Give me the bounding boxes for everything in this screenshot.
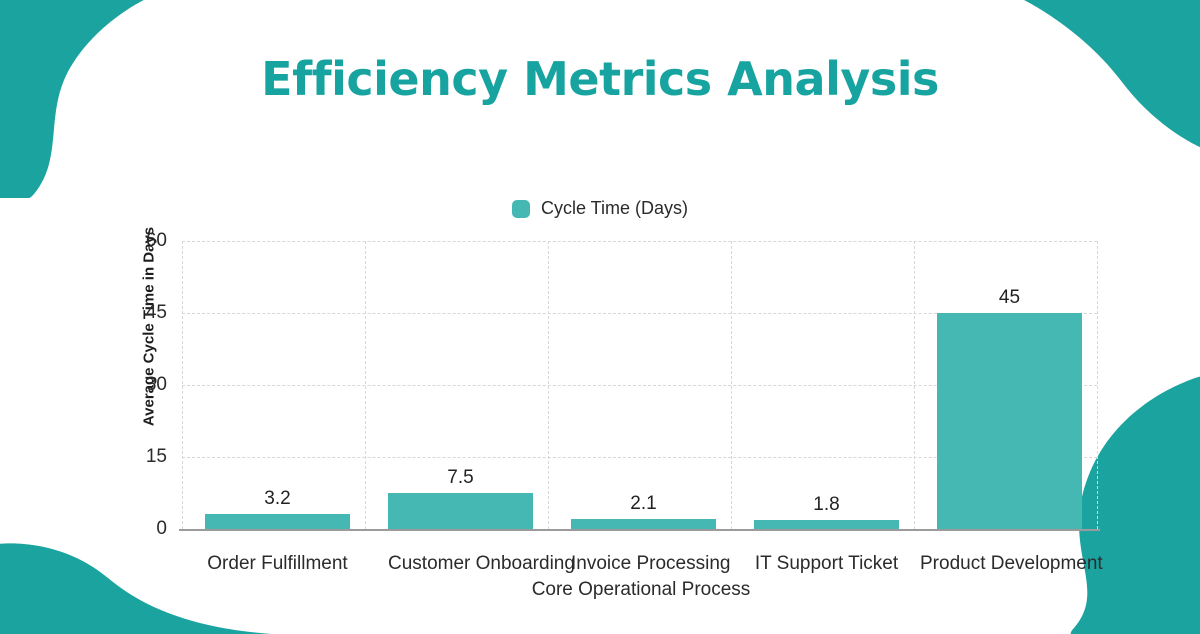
bar[interactable] [571,518,716,529]
bar[interactable] [205,513,350,529]
gridline-vertical [1097,241,1098,529]
gridline-vertical [731,241,732,529]
bar-value-label: 7.5 [447,467,474,488]
x-tick-label: Product Development [920,553,1103,574]
x-tick-label: Invoice Processing [571,553,731,574]
y-tick-label: 30 [145,374,167,395]
x-axis-line [179,529,1100,531]
gridline-horizontal [182,457,1097,458]
x-tick-label: Customer Onboarding [388,553,575,574]
bar-value-label: 3.2 [264,488,291,509]
plot-area: 3.2 7.5 2.1 1.8 45 [179,241,1100,531]
bar-value-label: 1.8 [813,494,840,515]
y-tick-label: 60 [145,230,167,251]
chart-legend: Cycle Time (Days) [0,198,1200,219]
y-tick-label: 0 [156,518,167,539]
y-tick-label: 45 [145,302,167,323]
x-tick-label: IT Support Ticket [754,553,899,574]
y-tick-label: 15 [145,446,167,467]
legend-item-label: Cycle Time (Days) [540,198,688,218]
legend-item[interactable]: Cycle Time (Days) [511,198,688,219]
legend-swatch-icon [511,199,530,218]
gridline-horizontal [182,385,1097,386]
gridline-vertical [365,241,366,529]
bar-value-label: 45 [998,287,1021,308]
gridline-vertical [548,241,549,529]
bar[interactable] [388,493,533,529]
bar[interactable] [937,313,1082,529]
chart-title: Efficiency Metrics Analysis [261,52,939,106]
x-tick-label: Order Fulfillment [207,553,348,574]
bar-value-label: 2.1 [630,493,657,514]
gridline-horizontal [182,313,1097,314]
gridline-vertical [914,241,915,529]
x-axis-title: Core Operational Process [531,579,751,600]
bar[interactable] [754,520,899,529]
y-axis: Average Cycle Time in Days 60 45 30 15 0 [101,0,168,634]
gridline-horizontal [182,241,1097,242]
gridline-vertical [182,241,183,529]
